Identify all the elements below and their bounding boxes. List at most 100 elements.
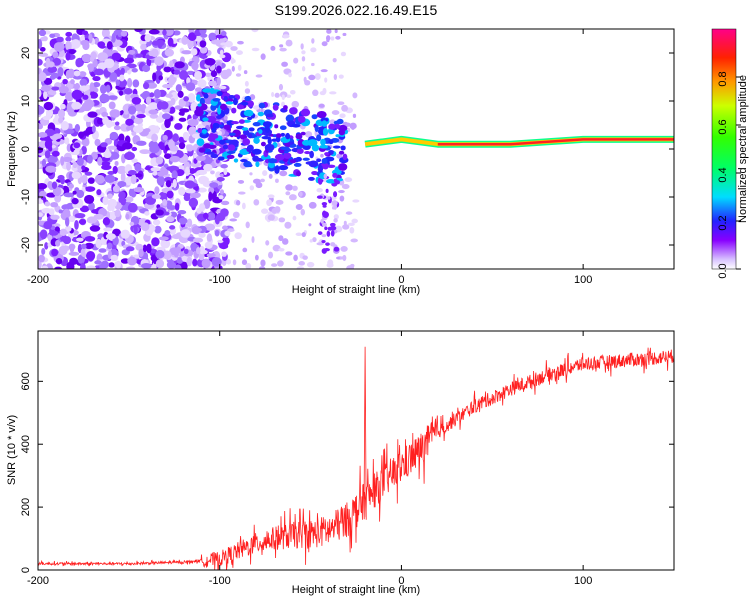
spectral-blob bbox=[235, 73, 242, 77]
spectral-blob bbox=[120, 30, 128, 37]
spectral-blob bbox=[178, 136, 184, 143]
spectral-blob bbox=[340, 145, 346, 151]
spectral-blob bbox=[131, 96, 142, 105]
spectral-blob bbox=[97, 156, 103, 166]
spectral-blob bbox=[309, 150, 314, 159]
spectral-blob bbox=[198, 147, 206, 153]
spectral-blob bbox=[65, 52, 71, 61]
spectral-blob bbox=[95, 238, 102, 249]
spectral-blob bbox=[167, 37, 174, 47]
spectral-blob bbox=[199, 40, 207, 48]
spectral-blob bbox=[242, 129, 250, 136]
spectral-blob bbox=[255, 74, 263, 78]
spectral-blob bbox=[231, 65, 235, 72]
spectral-blob bbox=[286, 94, 292, 99]
spectral-blob bbox=[38, 123, 44, 130]
spectral-blob bbox=[222, 144, 229, 150]
spectral-blob bbox=[236, 104, 244, 110]
spectral-blob bbox=[162, 134, 168, 141]
spectral-blob bbox=[152, 72, 157, 82]
spectral-blob bbox=[120, 67, 125, 75]
spectral-blob bbox=[172, 133, 179, 143]
spectral-blob bbox=[166, 190, 174, 199]
spectral-blob bbox=[339, 195, 345, 202]
spectral-blob bbox=[285, 251, 293, 256]
spectral-blob bbox=[102, 217, 111, 226]
spectral-blob bbox=[139, 149, 151, 155]
spectral-blob bbox=[225, 68, 232, 77]
spectral-blob bbox=[122, 142, 133, 150]
spectral-blob bbox=[88, 33, 93, 44]
spectral-blob bbox=[76, 189, 85, 199]
spectral-blob bbox=[45, 108, 54, 118]
snr-ytick-label: 600 bbox=[20, 372, 32, 390]
spectral-blob bbox=[241, 202, 246, 210]
spectral-blob bbox=[124, 88, 133, 95]
spectral-blob bbox=[194, 70, 203, 80]
spectral-blob bbox=[84, 171, 93, 176]
spectral-blob bbox=[349, 122, 357, 130]
spectral-blob bbox=[162, 250, 172, 260]
spectral-blob bbox=[260, 53, 266, 60]
spectral-blob bbox=[57, 174, 65, 181]
spectral-blob bbox=[117, 78, 128, 88]
spectral-blob bbox=[169, 155, 181, 163]
spectral-blob bbox=[244, 95, 251, 102]
spectral-blob bbox=[322, 211, 329, 218]
spectral-blob bbox=[195, 155, 206, 162]
spectral-blob bbox=[210, 153, 219, 159]
spectral-blob bbox=[218, 181, 223, 186]
spectral-blob bbox=[325, 179, 336, 184]
spectral-blob bbox=[281, 94, 285, 101]
snr-xtick-label: -100 bbox=[209, 575, 231, 587]
spectral-blob bbox=[231, 107, 237, 114]
spectral-blob bbox=[43, 77, 53, 85]
spectral-blob bbox=[239, 101, 249, 106]
spectral-blob bbox=[182, 131, 190, 141]
spectral-blob bbox=[274, 124, 279, 129]
spectral-blob bbox=[131, 158, 138, 164]
spectral-blob bbox=[211, 257, 222, 267]
spectral-blob bbox=[212, 122, 220, 129]
spectral-blob bbox=[302, 157, 310, 161]
spectral-blob bbox=[54, 194, 62, 203]
spectral-blob bbox=[44, 201, 51, 207]
spectral-blob bbox=[94, 260, 102, 265]
spectral-blob bbox=[89, 82, 95, 92]
spectral-blob bbox=[99, 84, 107, 95]
snr-frame bbox=[37, 330, 675, 571]
spectral-blob bbox=[58, 209, 63, 214]
spectral-blob bbox=[341, 104, 349, 112]
spectral-blob bbox=[289, 107, 298, 115]
spectral-blob bbox=[87, 111, 98, 118]
spectral-blob bbox=[118, 133, 125, 142]
spectral-blob bbox=[198, 231, 206, 238]
spectral-blob bbox=[100, 142, 108, 148]
spectral-blob bbox=[103, 58, 115, 69]
spectral-blob bbox=[43, 101, 54, 111]
spectral-blob bbox=[174, 264, 182, 269]
spectral-blob bbox=[125, 93, 131, 102]
snr-xlabel: Height of straight line (km) bbox=[292, 584, 420, 596]
spectral-blob bbox=[334, 29, 338, 34]
spectral-blob bbox=[196, 138, 205, 146]
spectral-blob bbox=[284, 142, 291, 148]
spectral-blob bbox=[77, 131, 85, 139]
spectral-blob bbox=[151, 133, 159, 143]
spectral-blob bbox=[50, 201, 59, 208]
spectral-blob bbox=[268, 173, 273, 179]
spectral-blob bbox=[134, 103, 143, 112]
spectral-blob bbox=[238, 191, 246, 195]
spectral-blob bbox=[192, 258, 198, 267]
spectral-blob bbox=[97, 41, 106, 48]
spectral-blob bbox=[71, 197, 79, 205]
spectral-blob bbox=[68, 183, 74, 189]
spectral-blob bbox=[328, 139, 334, 145]
spectral-blob bbox=[83, 99, 95, 109]
spectral-blob bbox=[112, 165, 118, 174]
spectral-blob bbox=[187, 32, 197, 41]
spectral-blob bbox=[271, 138, 278, 142]
spectral-blob bbox=[124, 151, 135, 161]
spectral-blob bbox=[253, 199, 260, 206]
